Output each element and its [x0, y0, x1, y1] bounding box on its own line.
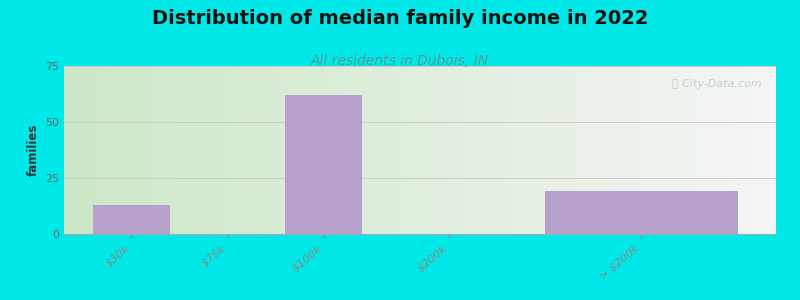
- Text: ⓘ City-Data.com: ⓘ City-Data.com: [672, 80, 762, 89]
- Bar: [93, 205, 170, 234]
- Text: All residents in Dubois, IN: All residents in Dubois, IN: [311, 54, 489, 68]
- Y-axis label: families: families: [26, 124, 39, 176]
- Text: Distribution of median family income in 2022: Distribution of median family income in …: [152, 9, 648, 28]
- Bar: [286, 95, 362, 234]
- Bar: [545, 191, 738, 234]
